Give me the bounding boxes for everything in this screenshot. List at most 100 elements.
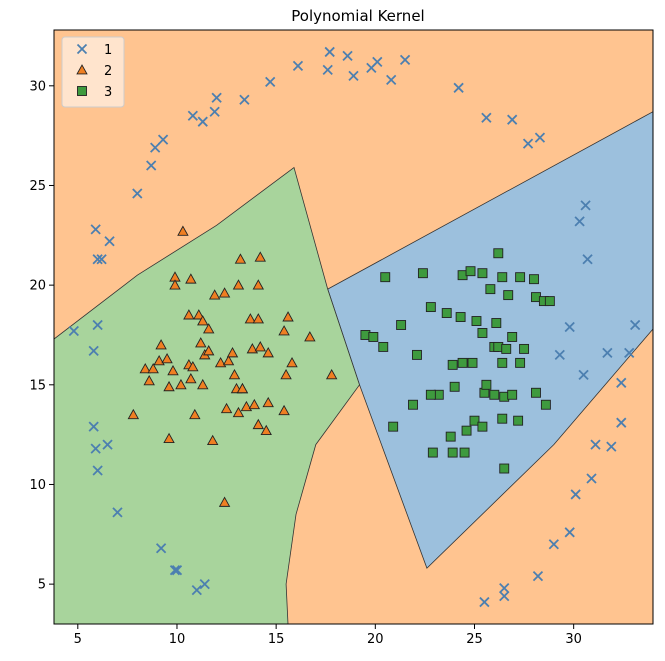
point-class-3 <box>408 399 418 410</box>
point-class-1 <box>265 76 276 87</box>
point-class-3 <box>412 349 422 360</box>
point-class-2 <box>206 434 219 446</box>
point-class-3 <box>489 389 500 400</box>
point-class-2 <box>278 325 290 336</box>
point-class-2 <box>286 357 298 368</box>
point-class-1 <box>92 319 103 331</box>
point-class-1 <box>348 70 359 81</box>
point-class-1 <box>342 50 353 62</box>
point-class-3 <box>497 272 508 283</box>
point-class-3 <box>507 332 518 342</box>
decision-regions <box>54 30 653 624</box>
point-class-1 <box>586 473 597 484</box>
legend: 1 2 3 <box>61 36 125 108</box>
point-class-1 <box>554 349 565 361</box>
point-class-1 <box>96 254 107 265</box>
point-class-1 <box>104 236 115 247</box>
point-class-2 <box>282 311 294 322</box>
point-class-3 <box>378 341 389 352</box>
point-class-1 <box>616 417 627 428</box>
point-class-2 <box>214 357 227 368</box>
point-class-3 <box>449 381 460 392</box>
point-class-2 <box>252 313 265 324</box>
point-class-1 <box>580 200 591 211</box>
point-class-3 <box>485 284 496 295</box>
point-class-2 <box>260 424 272 436</box>
point-class-2 <box>161 353 173 364</box>
point-class-1 <box>88 421 99 432</box>
point-class-2 <box>228 368 241 380</box>
point-class-3 <box>447 359 458 370</box>
point-class-1 <box>292 60 304 72</box>
point-class-3 <box>529 274 539 285</box>
point-class-1 <box>90 224 101 235</box>
point-class-3 <box>477 328 488 338</box>
x-tick-label: 15 <box>268 632 285 647</box>
point-class-3 <box>457 357 468 368</box>
point-class-1 <box>590 439 601 450</box>
point-class-1 <box>606 441 617 452</box>
point-class-2 <box>278 404 290 416</box>
plot-area <box>54 30 653 624</box>
point-class-2 <box>187 360 199 372</box>
legend-marker-1 <box>76 43 88 55</box>
point-class-1 <box>399 54 411 66</box>
point-class-2 <box>262 396 274 408</box>
point-class-1 <box>239 94 250 105</box>
point-class-1 <box>155 543 167 554</box>
x-tick-label: 10 <box>169 632 186 647</box>
legend-marker-2 <box>76 64 88 75</box>
point-class-2 <box>218 287 231 298</box>
point-class-3 <box>477 421 488 432</box>
point-class-2 <box>236 382 249 394</box>
point-class-1 <box>499 590 510 602</box>
point-class-2 <box>220 402 233 414</box>
legend-box <box>61 36 125 108</box>
point-class-1 <box>199 578 210 590</box>
point-class-3 <box>447 447 458 458</box>
point-class-2 <box>232 406 245 418</box>
point-class-1 <box>90 443 101 454</box>
point-class-1 <box>88 345 99 357</box>
point-class-1 <box>507 114 518 125</box>
point-class-3 <box>477 268 488 279</box>
y-tick-label: 30 <box>29 79 46 94</box>
point-class-3 <box>441 308 452 318</box>
point-class-2 <box>189 408 201 420</box>
point-class-1 <box>564 321 575 333</box>
point-class-3 <box>531 387 541 398</box>
point-class-1 <box>157 134 169 145</box>
point-class-2 <box>183 309 195 320</box>
point-class-3 <box>491 318 502 328</box>
point-class-2 <box>155 339 167 350</box>
point-class-2 <box>175 378 187 390</box>
point-class-1 <box>532 571 544 582</box>
x-tick-label: 20 <box>367 632 384 647</box>
point-class-3 <box>396 320 407 330</box>
point-class-3 <box>515 272 526 283</box>
point-class-2 <box>262 347 274 358</box>
point-class-2 <box>185 273 197 284</box>
point-class-3 <box>540 399 551 410</box>
point-class-2 <box>240 400 253 412</box>
point-class-1 <box>209 106 220 117</box>
point-class-3 <box>501 343 512 354</box>
point-class-1 <box>499 582 510 594</box>
point-class-2 <box>153 355 165 366</box>
point-class-3 <box>507 389 518 400</box>
point-class-1 <box>453 82 464 93</box>
point-class-3 <box>388 421 399 432</box>
point-class-2 <box>127 408 140 420</box>
point-class-2 <box>254 341 266 352</box>
point-class-2 <box>280 368 292 380</box>
point-class-3 <box>467 357 478 368</box>
point-class-2 <box>147 362 159 374</box>
point-class-2 <box>169 279 181 290</box>
point-class-1 <box>522 138 534 149</box>
y-tick-label: 5 <box>38 578 46 593</box>
point-class-1 <box>386 74 397 85</box>
x-tick-label: 5 <box>74 632 82 647</box>
point-class-1 <box>324 46 335 58</box>
point-class-3 <box>380 272 391 283</box>
